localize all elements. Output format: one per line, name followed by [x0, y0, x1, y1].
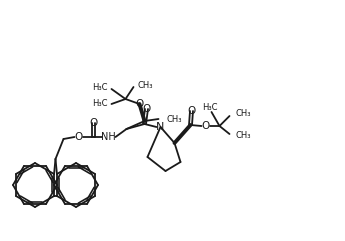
- Text: CH₃: CH₃: [138, 81, 153, 91]
- Text: NH: NH: [101, 132, 116, 142]
- Text: CH₃: CH₃: [236, 109, 251, 119]
- Text: H₃C: H₃C: [202, 103, 217, 113]
- Text: O: O: [142, 104, 151, 114]
- Text: O: O: [201, 121, 210, 131]
- Text: O: O: [135, 99, 144, 109]
- Text: CH₃: CH₃: [167, 114, 182, 123]
- Text: O: O: [187, 106, 196, 116]
- Text: N: N: [156, 122, 165, 132]
- Text: O: O: [89, 118, 98, 128]
- Text: CH₃: CH₃: [236, 130, 251, 140]
- Text: H₃C: H₃C: [92, 100, 108, 108]
- Text: H₃C: H₃C: [92, 83, 108, 93]
- Text: O: O: [75, 132, 82, 142]
